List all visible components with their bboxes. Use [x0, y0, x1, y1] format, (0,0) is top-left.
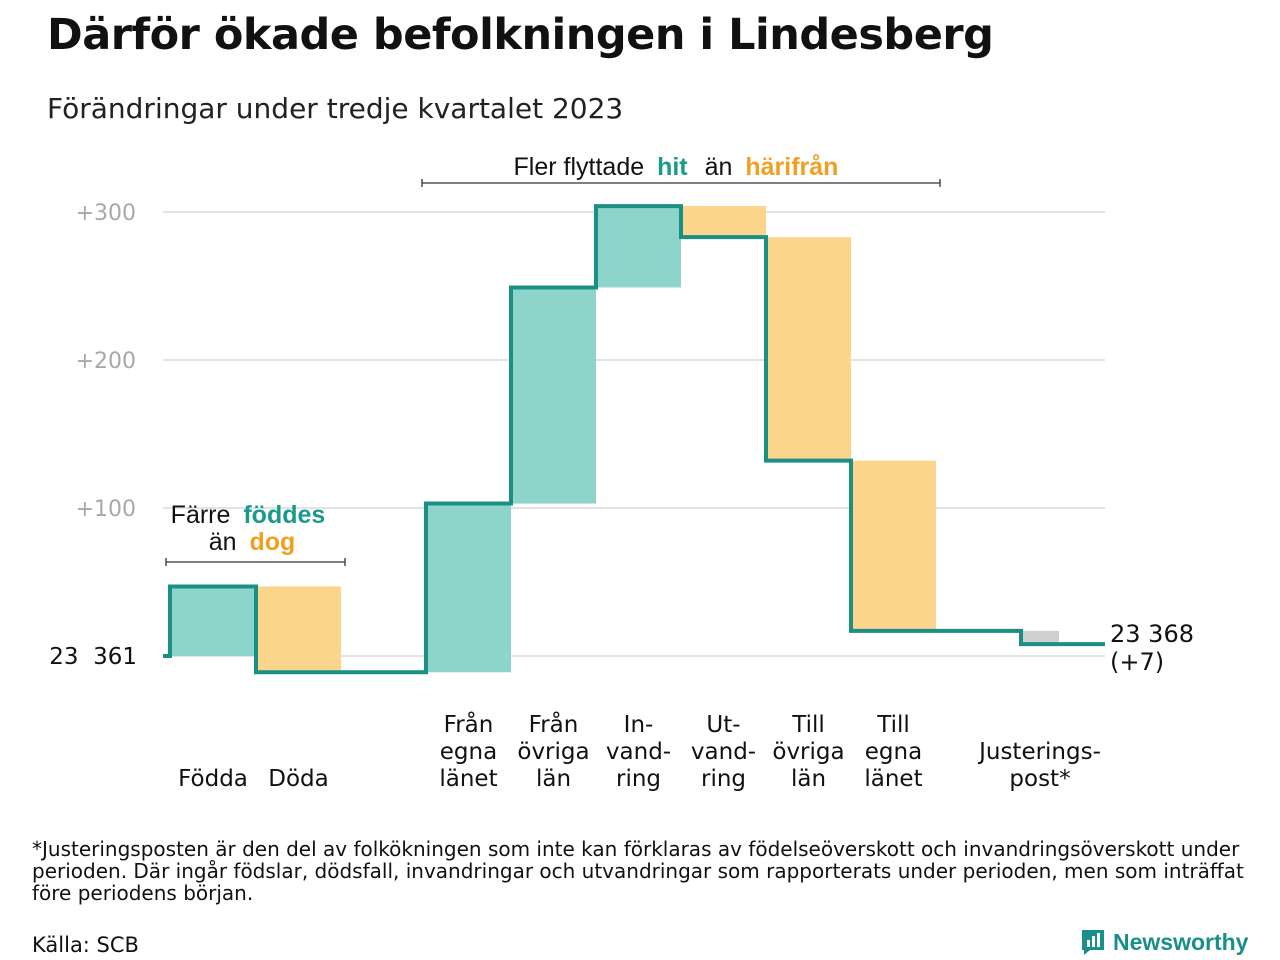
brand-logo[interactable]: Newsworthy	[1080, 928, 1248, 956]
category-label: Döda	[268, 766, 328, 792]
bar-födda	[170, 586, 256, 656]
category-labels: Födda Döda Från egna länet Från övriga län In-va…	[178, 710, 1101, 792]
bar-justeringspost-	[1021, 630, 1059, 645]
annotation-moves-text-d: härifrån	[745, 153, 838, 181]
start-end-labels: 23 361 23 368 (+7)	[49, 620, 1194, 676]
annotation-moves-line: Fler flyttade hit än härifrån	[514, 153, 839, 181]
category-label: Justerings-post*	[977, 739, 1101, 792]
y-tick-label: +100	[76, 497, 136, 522]
start-value-label: 23 361	[49, 644, 137, 670]
bar-till-egna-länet	[851, 460, 936, 631]
category-label: Från egna länet	[439, 710, 497, 792]
annotation-births-text-d: dog	[249, 528, 295, 556]
end-value-label: 23 368	[1110, 620, 1194, 648]
bar-från-egna-länet	[426, 503, 511, 673]
bar-från-övriga-län	[511, 287, 596, 504]
footnote: *Justeringsposten är den del av folkökni…	[32, 837, 1244, 905]
annotation-births-line1: Färre föddes	[171, 501, 326, 529]
chart-subtitle: Förändringar under tredje kvartalet 2023	[47, 92, 624, 125]
brand-name: Newsworthy	[1113, 928, 1249, 955]
annotations: Färre föddes än dog Fler flyttade hit än…	[165, 153, 941, 566]
annotation-moves-text-c: än	[705, 153, 733, 181]
end-change-label: (+7)	[1110, 648, 1164, 676]
category-label: Födda	[178, 766, 248, 792]
step-line-path	[163, 204, 1105, 675]
annotation-moves-bracket	[421, 179, 941, 187]
bars	[170, 206, 1059, 673]
bar-utvandring	[681, 206, 766, 238]
bar-till-övriga-län	[766, 237, 851, 461]
bar-döda	[256, 586, 341, 673]
category-label: Till övriga län	[772, 712, 844, 792]
step-line	[163, 204, 1105, 675]
annotation-births-text-b: föddes	[243, 501, 325, 529]
category-label: Från övriga län	[517, 710, 589, 792]
annotation-births-bracket	[165, 558, 346, 566]
chart-title: Därför ökade befolkningen i Lindesberg	[47, 10, 994, 60]
annotation-births-text-c: än	[209, 528, 237, 556]
y-tick-labels: +100 +200 +300	[76, 201, 136, 522]
category-label: Ut-vand-ring	[691, 712, 756, 792]
waterfall-chart: +100 +200 +300 Födda Döda Från egna länet Från ö…	[49, 153, 1194, 792]
category-label: Till egna länet	[864, 712, 922, 792]
annotation-births-line2: än dog	[209, 528, 296, 556]
category-label: In-vand-ring	[606, 712, 671, 792]
y-tick-label: +300	[76, 201, 136, 226]
annotation-moves-text-a: Fler flyttade	[514, 153, 645, 181]
bar-invandring	[596, 206, 681, 288]
annotation-births-text-a: Färre	[171, 501, 231, 529]
annotation-moves-text-b: hit	[657, 153, 688, 181]
y-tick-label: +200	[76, 349, 136, 374]
source-label: Källa: SCB	[32, 933, 139, 957]
newsworthy-logo-icon	[1082, 930, 1104, 955]
